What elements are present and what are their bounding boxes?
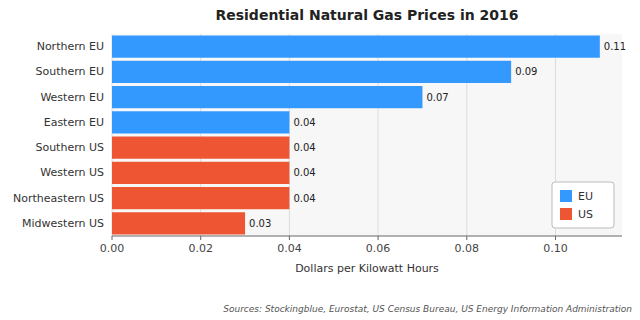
- bar: [112, 187, 289, 209]
- data-label: 0.11: [604, 41, 626, 52]
- bar: [112, 137, 289, 159]
- data-label: 0.07: [426, 92, 448, 103]
- title: Residential Natural Gas Prices in 2016: [215, 7, 518, 23]
- legend-swatch: [560, 208, 572, 220]
- tick-label: 0.02: [188, 242, 213, 255]
- x-axis-label: Dollars per Kilowatt Hours: [295, 262, 439, 275]
- tick-mark: [112, 236, 113, 240]
- legend-label: EU: [578, 190, 593, 203]
- data-label: 0.04: [293, 167, 315, 178]
- bar: [112, 111, 289, 133]
- category-label: Southern US: [35, 141, 104, 154]
- category-label: Northern EU: [37, 40, 104, 53]
- tick-label: 0.10: [543, 242, 568, 255]
- legend-box: [552, 182, 614, 228]
- tick-mark: [200, 236, 201, 240]
- tick-label: 0.06: [366, 242, 391, 255]
- tick-mark: [289, 236, 290, 240]
- data-label: 0.03: [249, 218, 271, 229]
- category-label: Southern EU: [35, 65, 104, 78]
- x-axis: [112, 236, 622, 237]
- category-label: Western US: [40, 166, 104, 179]
- legend-label: US: [578, 208, 593, 221]
- bar: [112, 86, 422, 108]
- bars: [112, 36, 600, 235]
- bar: [112, 212, 245, 234]
- bar: [112, 61, 511, 83]
- category-label: Midwestern US: [22, 217, 104, 230]
- tick-mark: [555, 236, 556, 240]
- data-label: 0.04: [293, 117, 315, 128]
- data-label: 0.04: [293, 193, 315, 204]
- data-label: 0.04: [293, 142, 315, 153]
- tick-label: 0.04: [277, 242, 302, 255]
- tick-label: 0.08: [455, 242, 480, 255]
- tick-mark: [378, 236, 379, 240]
- data-label: 0.09: [515, 66, 537, 77]
- tick-mark: [466, 236, 467, 240]
- bar: [112, 36, 600, 58]
- category-label: Northeastern US: [13, 192, 104, 205]
- plot-area: [112, 34, 622, 236]
- category-label: Western EU: [40, 91, 104, 104]
- source-note: Sources: Stockingblue, Eurostat, US Cens…: [223, 304, 632, 314]
- category-label: Eastern EU: [44, 116, 104, 129]
- bar: [112, 162, 289, 184]
- chart: Residential Natural Gas Prices in 2016 0.…: [0, 0, 640, 320]
- tick-label: 0.00: [100, 242, 125, 255]
- legend: EU US: [552, 182, 614, 228]
- legend-swatch: [560, 190, 572, 202]
